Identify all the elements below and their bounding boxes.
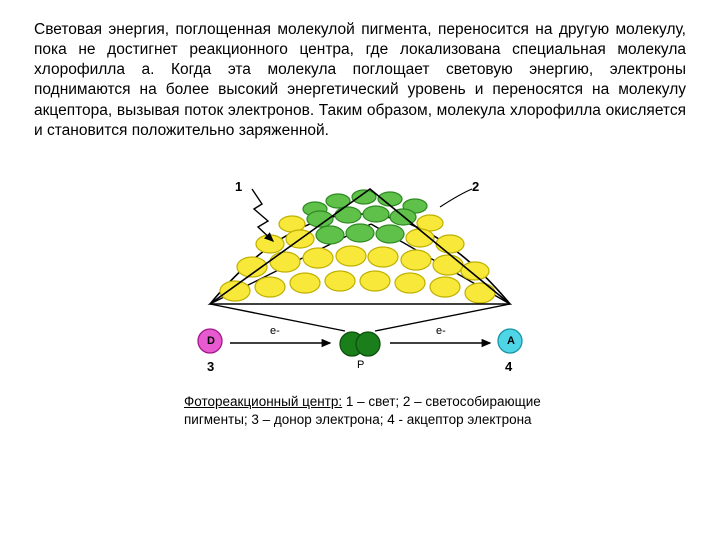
photosystem-diagram: 1 2 3 4 e- e- D P A (140, 149, 580, 389)
electron-label-left: e- (270, 325, 280, 337)
donor-label: D (207, 335, 215, 347)
electron-label-right: e- (436, 325, 446, 337)
p-label: P (357, 359, 364, 371)
diagram-svg (140, 149, 580, 389)
label-4: 4 (505, 359, 512, 374)
label-2: 2 (472, 179, 479, 194)
diagram-container: 1 2 3 4 e- e- D P A (34, 149, 686, 389)
page: Световая энергия, поглощенная молекулой … (0, 0, 720, 439)
caption-lead: Фотореакционный центр: (184, 394, 342, 409)
label-3: 3 (207, 359, 214, 374)
main-paragraph: Световая энергия, поглощенная молекулой … (34, 20, 686, 141)
label-1: 1 (235, 179, 242, 194)
caption: Фотореакционный центр: 1 – свет; 2 – све… (184, 393, 586, 429)
acceptor-label: A (507, 335, 515, 347)
caption-container: Фотореакционный центр: 1 – свет; 2 – све… (34, 393, 686, 429)
